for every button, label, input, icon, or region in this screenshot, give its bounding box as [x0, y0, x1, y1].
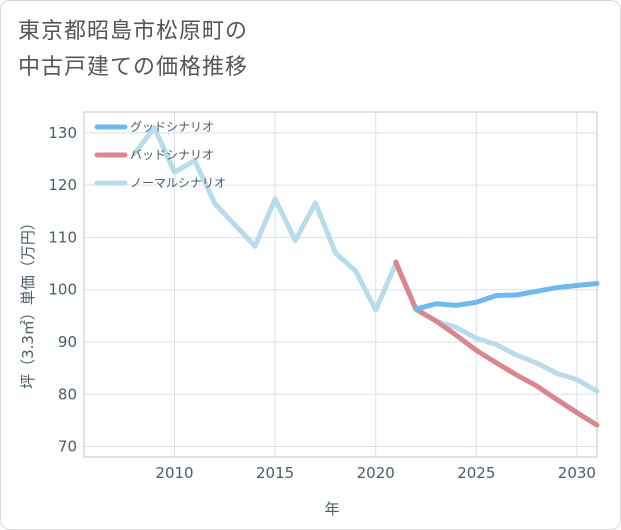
x-tick-label: 2030 [558, 464, 596, 482]
y-tick-label: 70 [58, 438, 77, 456]
y-axis-label: 坪（3.3㎡）単価（万円） [19, 215, 37, 389]
chart-title: 東京都昭島市松原町の 中古戸建ての価格推移 [18, 14, 438, 86]
series-line-1 [413, 281, 600, 312]
series-lines [131, 125, 600, 428]
legend-label-1: グッドシナリオ [130, 120, 214, 134]
x-axis-label: 年 [324, 500, 339, 518]
y-tick-label: 110 [48, 228, 77, 246]
series-line-3 [131, 125, 600, 394]
chart-title-line-2: 中古戸建ての価格推移 [18, 55, 249, 80]
y-tick-label: 120 [48, 176, 77, 194]
grid-lines [84, 112, 597, 457]
x-tick-labels: 2010 2015 2020 2025 2030 [155, 464, 596, 482]
y-tick-label: 80 [58, 385, 77, 403]
x-tick-label: 2015 [256, 464, 294, 482]
y-tick-label: 90 [58, 333, 77, 351]
chart-title-line-1: 東京都昭島市松原町の [18, 19, 249, 44]
plot-area-border [83, 111, 598, 458]
x-tick-label: 2025 [457, 464, 495, 482]
x-tick-label: 2010 [155, 464, 193, 482]
series-line-2 [393, 259, 600, 428]
legend-label-3: ノーマルシナリオ [130, 176, 226, 190]
y-tick-labels: 70 80 90 100 110 120 130 [48, 124, 77, 456]
x-tick-label: 2020 [357, 464, 395, 482]
y-tick-label: 130 [48, 124, 77, 142]
y-tick-label: 100 [48, 281, 77, 299]
legend-label-2: バッドシナリオ [130, 148, 214, 162]
